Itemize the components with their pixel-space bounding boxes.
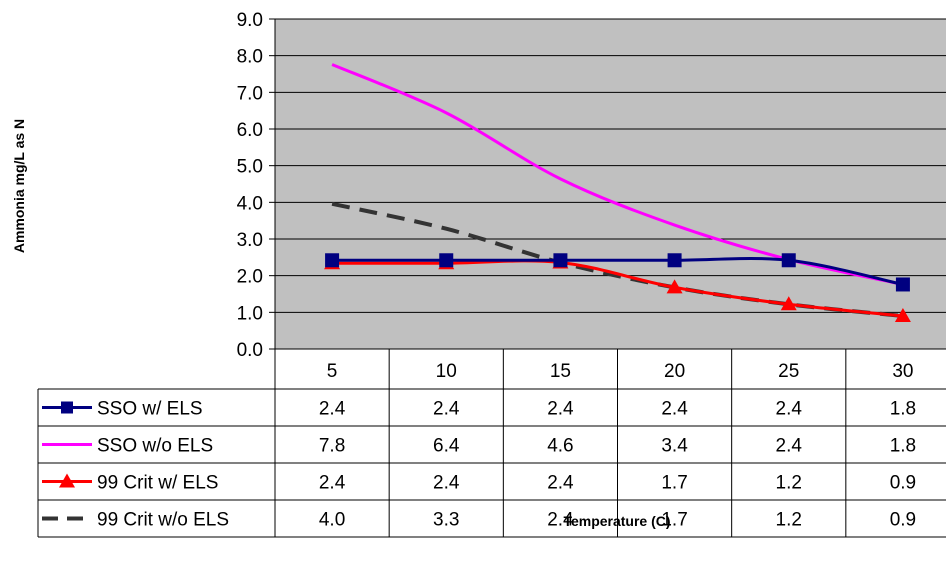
data-label: 4.0	[319, 510, 345, 531]
data-point	[780, 296, 797, 311]
table-row: SSO w/ ELS 2.4 2.4 2.4 2.4 2.4 1.8	[42, 399, 916, 420]
data-label: 1.7	[661, 510, 687, 531]
data-label: 2.4	[433, 473, 460, 494]
data-label: 2.4	[319, 473, 346, 494]
data-label: 1.8	[890, 436, 916, 457]
y-tick-label: 3.0	[237, 230, 263, 251]
x-tick-label: 5	[327, 361, 338, 382]
table-row: 99 Crit w/ ELS 2.4 2.4 2.4 1.7 1.2 0.9	[42, 473, 916, 494]
data-label: 2.4	[661, 399, 688, 420]
y-tick-label: 4.0	[237, 193, 263, 214]
x-tick-label: 15	[550, 361, 571, 382]
data-point	[667, 253, 682, 268]
y-tick-label: 6.0	[237, 120, 263, 141]
x-tick-label: 10	[436, 361, 457, 382]
data-label: 3.4	[661, 436, 688, 457]
series-line	[332, 259, 904, 318]
legend-label: 99 Crit w/ ELS	[97, 473, 218, 494]
data-label: 7.8	[319, 436, 345, 457]
y-tick-label: 9.0	[237, 10, 263, 31]
table-row: 99 Crit w/o ELS 4.0 3.3 2.4 1.7 1.2 0.9	[42, 510, 916, 531]
data-label: 2.4	[547, 399, 574, 420]
data-label: 0.9	[890, 510, 916, 531]
data-point	[666, 279, 683, 294]
data-label: 2.4	[776, 436, 803, 457]
data-label: 4.6	[547, 436, 573, 457]
data-label: 1.2	[776, 473, 802, 494]
legend-label: SSO w/o ELS	[97, 436, 213, 457]
y-axis-title: Ammonia mg/L as N	[11, 119, 27, 253]
x-axis-title: Temperature (C)	[563, 513, 670, 529]
data-label: 1.2	[776, 510, 802, 531]
data-label: 2.4	[547, 510, 574, 531]
series-lines	[324, 63, 911, 322]
data-label: 2.4	[433, 399, 460, 420]
legend-label: 99 Crit w/o ELS	[97, 510, 229, 531]
data-point	[894, 308, 911, 322]
legend-key-marker	[61, 401, 73, 414]
data-label: 6.4	[433, 436, 460, 457]
x-tick-label: 20	[664, 361, 685, 382]
y-tick-label: 2.0	[237, 267, 263, 288]
y-tick-label: 1.0	[237, 303, 263, 324]
y-axis-ticks: 0.0 1.0 2.0 3.0 4.0 5.0 6.0 7.0 8.0 9.0	[237, 10, 263, 361]
legend-label: SSO w/ ELS	[97, 399, 203, 420]
data-point	[325, 253, 340, 268]
data-label: 2.4	[319, 399, 346, 420]
data-label: 2.4	[547, 473, 574, 494]
data-label: 3.3	[433, 510, 459, 531]
series	[325, 253, 910, 292]
plot-area	[274, 18, 946, 350]
data-label: 0.9	[890, 473, 916, 494]
x-tick-label: 25	[778, 361, 799, 382]
y-tick-label: 7.0	[237, 83, 263, 104]
y-tick-label: 5.0	[237, 157, 263, 178]
data-point	[439, 253, 454, 268]
y-tick-label: 8.0	[237, 47, 263, 68]
legend-key-marker	[59, 473, 75, 488]
data-label: 1.8	[890, 399, 916, 420]
series-line	[332, 256, 904, 286]
data-point	[895, 277, 910, 292]
gridlines	[269, 18, 946, 350]
data-point	[781, 253, 796, 268]
y-tick-label: 0.0	[237, 340, 263, 361]
data-point	[553, 253, 568, 268]
data-label: 2.4	[776, 399, 803, 420]
table-row: SSO w/o ELS 7.8 6.4 4.6 3.4 2.4 1.8	[42, 436, 916, 457]
x-tick-label: 30	[892, 361, 913, 382]
data-label: 1.7	[661, 473, 687, 494]
